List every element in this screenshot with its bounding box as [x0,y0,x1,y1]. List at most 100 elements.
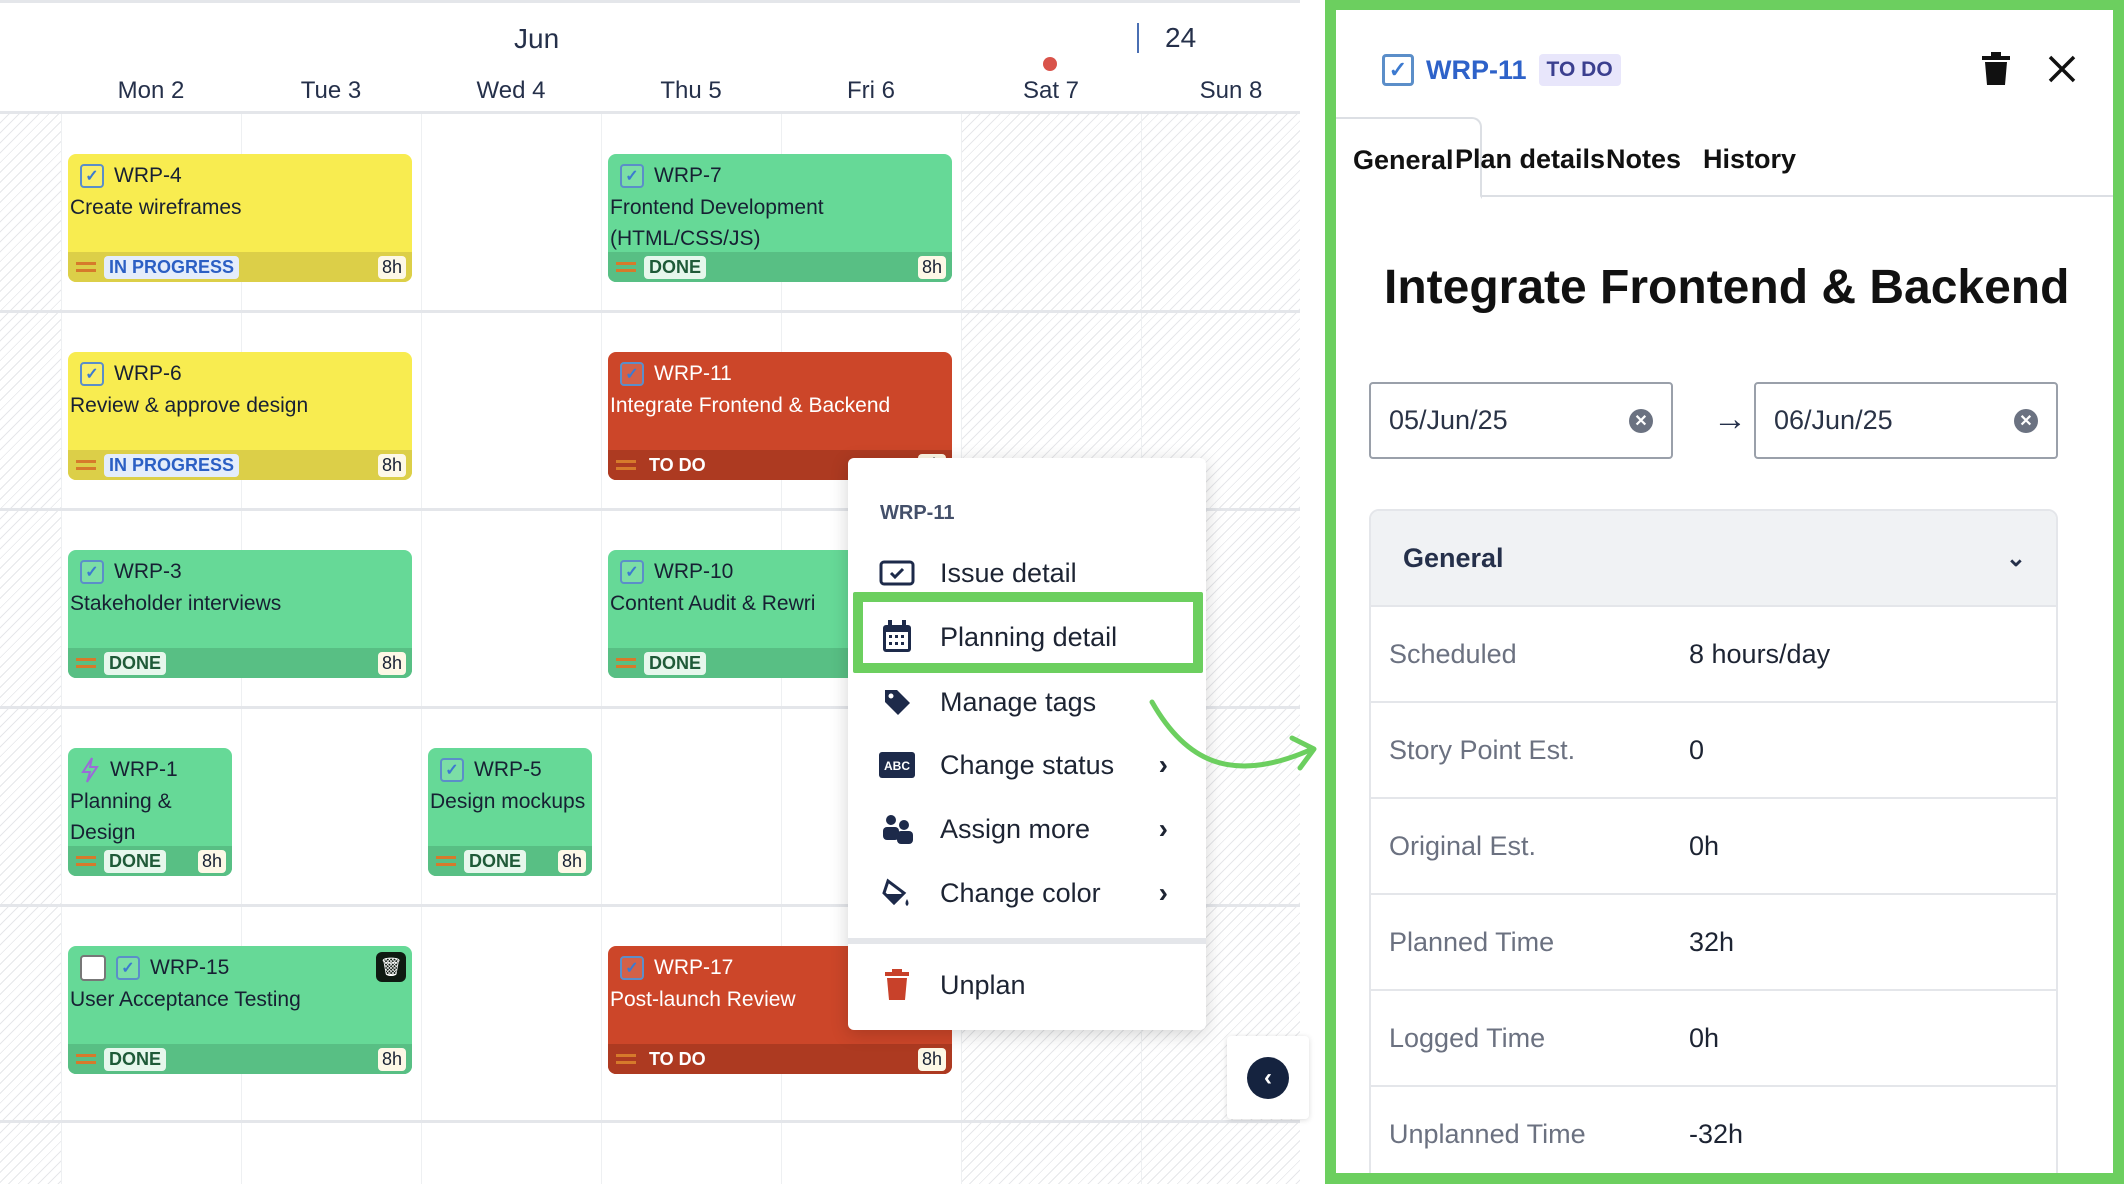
epic-lightning-icon [81,757,99,783]
hours-badge: 8h [917,1047,946,1071]
issue-key: WRP-3 [114,560,182,583]
hours-badge: 8h [377,453,406,477]
arrow-right-icon: → [1713,400,1747,438]
priority-medium-icon [436,856,456,866]
tag-icon [878,685,916,719]
context-menu-header: WRP-11 [880,502,955,524]
select-checkbox[interactable] [80,955,106,981]
svg-text:ABC: ABC [884,759,910,773]
priority-medium-icon [76,658,96,668]
issue-key: WRP-4 [114,164,182,187]
hours-badge: 8h [377,651,406,675]
issue-card[interactable]: ✓ WRP-15 🗑 User Acceptance Testing DONE 8h [68,946,412,1074]
field-label: Unplanned Time [1389,1118,1586,1149]
issue-key: WRP-1 [110,758,178,781]
issue-card[interactable]: ✓ WRP-3 Stakeholder interviews DONE 8h [68,550,412,678]
lane-divider [0,310,1300,313]
issue-card[interactable]: ✓ WRP-4 Create wireframes IN PROGRESS 8h [68,154,412,282]
chevron-left-icon: ‹ [1247,1056,1289,1099]
issue-title: Frontend Development (HTML/CSS/JS) [610,196,824,250]
field-value: 0 [1689,734,1705,765]
hours-badge: 8h [917,255,946,279]
menu-item-change-status[interactable]: ABC Change status › [848,735,1206,795]
day-column [421,114,601,1184]
issue-card[interactable]: ✓ WRP-5 Design mockups DONE 8h [428,748,592,876]
issue-key: WRP-6 [114,362,182,385]
abc-status-icon: ABC [878,748,916,782]
menu-item-planning-detail[interactable]: Planning detail [848,607,1206,667]
issue-key: WRP-11 [654,362,732,385]
week-number: 24 [1137,23,1196,53]
calendar-header: Jun 24 Mon 2 Tue 3 Wed 4 Thu 5 Fri 6 Sat 7 Sun… [0,0,1300,114]
priority-medium-icon [76,1054,96,1064]
tab-general[interactable]: General [1336,117,1482,199]
task-checkbox-icon: ✓ [80,560,104,584]
tab-history[interactable]: History [1703,144,1797,174]
field-value: 0h [1689,830,1720,861]
issue-detail-panel: ✓ WRP-11 TO DO General Plan details Note… [1325,0,2124,1184]
day-header: Sun 8 [1199,77,1263,104]
hours-badge: 8h [197,849,226,873]
issue-title: Planning & Design [70,790,172,844]
tab-plan-details[interactable]: Plan details [1455,144,1606,174]
field-label: Logged Time [1389,1022,1546,1053]
day-header: Fri 6 [847,77,895,104]
issue-key: WRP-7 [654,164,722,187]
trash-icon [878,968,916,1002]
menu-item-change-color[interactable]: Change color › [848,863,1206,923]
status-badge: IN PROGRESS [104,453,240,477]
menu-item-label: Planning detail [940,621,1118,652]
menu-item-label: Manage tags [940,686,1097,717]
start-date-input[interactable]: 05/Jun/25 ✕ [1369,382,1673,459]
priority-medium-icon [76,262,96,272]
end-date-input[interactable]: 06/Jun/25 ✕ [1754,382,2058,459]
issue-title: Create wireframes [70,196,242,219]
chevron-right-icon: › [1158,813,1168,844]
issue-key: WRP-10 [654,560,734,583]
menu-item-assign-more[interactable]: Assign more › [848,799,1206,859]
lane-divider [0,508,1300,511]
close-icon[interactable] [2047,54,2077,84]
task-checkbox-icon: ✓ [620,956,644,980]
chevron-down-icon: ⌄ [2005,544,2026,572]
panel-tabs: General Plan details Notes History [1336,117,2113,199]
lane-divider [0,1120,1300,1123]
collapse-panel-button[interactable]: ‹ [1227,1036,1309,1119]
menu-item-label: Change status [940,749,1115,780]
issue-title: Design mockups [430,790,586,813]
field-row: Unplanned Time -32h [1371,1087,2056,1173]
trash-icon[interactable]: 🗑 [376,952,406,982]
lane-divider [0,904,1300,907]
field-value: 8 hours/day [1689,638,1831,669]
issue-detail-icon [878,556,916,590]
trash-icon[interactable] [1981,52,2011,86]
status-badge: DONE [104,1047,167,1071]
accordion-header[interactable]: General ⌄ [1371,511,2056,607]
issue-card[interactable]: ✓ WRP-7 Frontend Development (HTML/CSS/JS… [608,154,952,282]
issue-card[interactable]: WRP-1 Planning & Design DONE 8h [68,748,232,876]
field-label: Story Point Est. [1389,734,1576,765]
issue-title: Stakeholder interviews [70,592,282,615]
clear-icon[interactable]: ✕ [1629,408,1653,433]
task-checkbox-icon: ✓ [1382,54,1414,86]
context-menu: WRP-11 Issue detail Planning detail Mana… [848,458,1206,1030]
status-badge: DONE [644,255,707,279]
field-label: Planned Time [1389,926,1555,957]
menu-item-unplan[interactable]: Unplan [848,955,1206,1015]
issue-card[interactable]: ✓ WRP-6 Review & approve design IN PROGRE… [68,352,412,480]
issue-key-link[interactable]: WRP-11 [1426,54,1527,85]
task-checkbox-icon: ✓ [80,362,104,386]
field-value: 32h [1689,926,1735,957]
status-badge[interactable]: TO DO [1538,54,1621,86]
status-badge: TO DO [649,454,706,475]
status-badge: DONE [104,651,167,675]
chevron-right-icon: › [1158,749,1168,780]
day-column [601,114,781,1184]
task-checkbox-icon: ✓ [80,164,104,188]
menu-item-manage-tags[interactable]: Manage tags [848,672,1206,732]
tab-notes[interactable]: Notes [1606,144,1682,174]
task-checkbox-icon: ✓ [620,560,644,584]
clear-icon[interactable]: ✕ [2014,408,2038,433]
menu-item-issue-detail[interactable]: Issue detail [848,543,1206,603]
chevron-right-icon: › [1158,877,1168,908]
